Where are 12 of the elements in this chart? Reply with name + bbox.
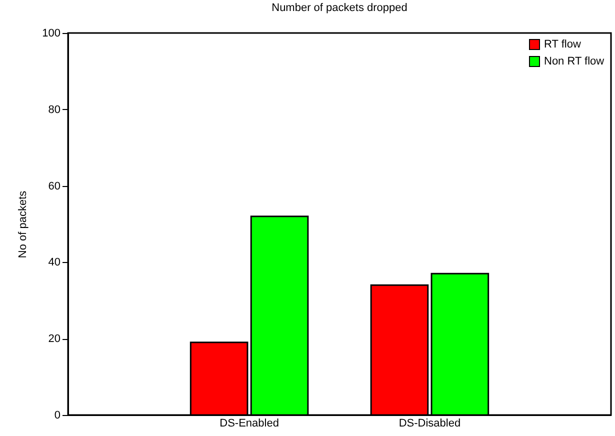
y-axis-title: No of packets	[17, 190, 30, 258]
y-tick-label: 80	[48, 104, 60, 116]
y-tick-label: 0	[54, 410, 60, 422]
x-tick-label: DS-Disabled	[398, 418, 461, 430]
y-tick-label: 100	[42, 28, 60, 40]
x-tick-label: DS-Enabled	[220, 418, 279, 430]
legend-label: Non RT flow	[544, 56, 604, 68]
y-tick-label: 60	[48, 180, 60, 192]
legend-label: RT flow	[544, 38, 581, 50]
chart-title: Number of packets dropped	[272, 2, 408, 14]
y-tick-label: 20	[48, 333, 60, 346]
y-tick-label: 40	[48, 256, 60, 269]
